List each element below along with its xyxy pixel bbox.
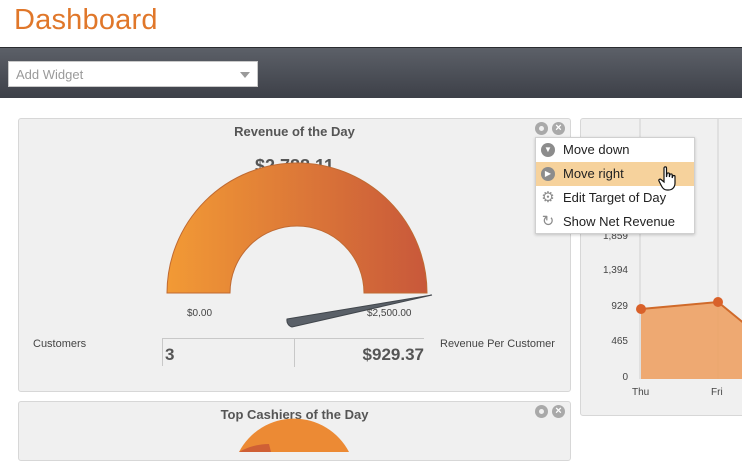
hand-cursor-icon [658, 166, 676, 191]
area-fill [641, 302, 742, 379]
y-tick: 0 [622, 372, 628, 383]
stats-box: 3 $929.37 [162, 338, 424, 367]
menu-item-label: Edit Target of Day [563, 190, 667, 205]
arrow-down-circle-icon: ▼ [541, 143, 555, 157]
pie-slice [239, 418, 349, 452]
x-tick: Thu [632, 387, 650, 398]
data-point-thu [636, 304, 646, 314]
gauge-arc [166, 162, 428, 294]
widget-title: Top Cashiers of the Day [220, 407, 369, 422]
rpc-value: $929.37 [362, 345, 424, 364]
pie-slice [239, 444, 271, 452]
customers-label: Customers [33, 338, 87, 350]
add-widget-dropdown[interactable]: Add Widget [8, 61, 258, 87]
arrow-right-circle-icon: ▶ [541, 167, 555, 181]
toolbar: Add Widget [0, 47, 742, 98]
gauge-needle [286, 294, 433, 328]
gear-icon[interactable] [535, 122, 548, 135]
widget-title: Revenue of the Day [234, 124, 355, 139]
page-title: Dashboard [14, 4, 158, 36]
menu-item-label: Show Net Revenue [563, 214, 676, 229]
close-icon[interactable]: × [552, 405, 565, 418]
data-point-fri [713, 297, 723, 307]
chevron-down-icon [240, 72, 250, 78]
gauge-min-label: $0.00 [187, 308, 213, 319]
customers-value: 3 [165, 345, 175, 364]
menu-item-label: Move down [563, 142, 630, 157]
gear-icon: ⚙ [541, 189, 555, 206]
y-tick: 929 [611, 301, 628, 312]
close-icon[interactable]: × [552, 122, 565, 135]
revenue-gauge [166, 162, 433, 328]
add-widget-label: Add Widget [16, 67, 84, 82]
y-tick: 465 [611, 336, 628, 347]
cashiers-widget: Top Cashiers of the Day × [18, 401, 571, 461]
menu-item-edit-target[interactable]: ⚙ Edit Target of Day [536, 186, 694, 210]
menu-item-label: Move right [563, 166, 624, 181]
menu-item-show-net-revenue[interactable]: ↻ Show Net Revenue [536, 210, 694, 234]
cashiers-chart [239, 418, 349, 452]
rpc-label: Revenue Per Customer [440, 338, 555, 350]
y-tick: 1,394 [602, 265, 628, 276]
stats-divider [294, 339, 295, 367]
refresh-icon: ↻ [541, 213, 555, 230]
revenue-widget: Revenue of the Day × $2,788.11 $0.00 $2,… [18, 118, 571, 392]
x-tick: Fri [711, 387, 723, 398]
gear-icon[interactable] [535, 405, 548, 418]
gauge-max-label: $2,500.00 [367, 308, 412, 319]
y-tick: 1,859 [602, 231, 628, 242]
menu-item-move-down[interactable]: ▼ Move down [536, 138, 694, 162]
